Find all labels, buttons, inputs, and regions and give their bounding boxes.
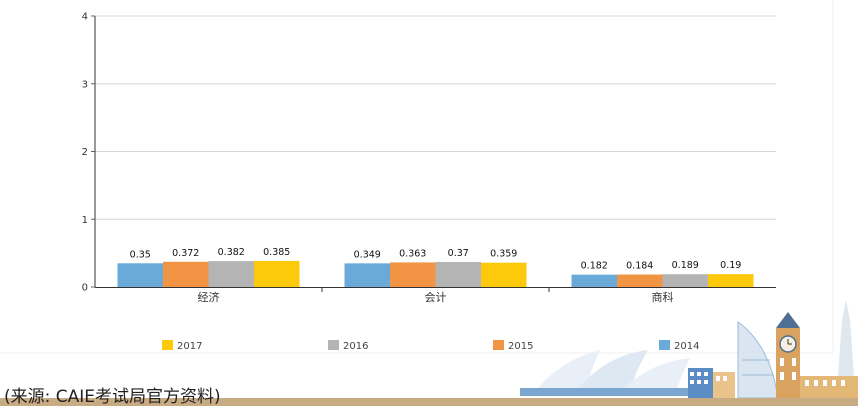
bar-2016[interactable] bbox=[662, 274, 709, 287]
bar-value-label: 0.372 bbox=[172, 248, 199, 259]
bar-2016[interactable] bbox=[208, 261, 255, 287]
bar-value-label: 0.184 bbox=[626, 261, 653, 272]
y-tick-label: 2 bbox=[82, 147, 88, 158]
legend-label[interactable]: 2014 bbox=[674, 341, 699, 352]
bar-2014[interactable] bbox=[571, 274, 618, 287]
opera-house-icon bbox=[535, 350, 600, 392]
y-tick-label: 1 bbox=[82, 215, 88, 226]
x-category-label: 会计 bbox=[425, 291, 447, 304]
legend-label[interactable]: 2016 bbox=[343, 341, 368, 352]
bar-value-label: 0.359 bbox=[490, 249, 517, 260]
bar-2014[interactable] bbox=[344, 263, 391, 287]
bar-value-label: 0.35 bbox=[130, 249, 151, 260]
grid-lines bbox=[95, 15, 776, 220]
x-category-label: 经济 bbox=[198, 290, 220, 304]
bar-value-label: 0.385 bbox=[263, 247, 290, 258]
bar-value-label: 0.189 bbox=[672, 260, 699, 271]
bar-2017[interactable] bbox=[708, 274, 754, 287]
y-axis: 0 1 2 3 4 bbox=[82, 12, 96, 294]
bar-2015[interactable] bbox=[163, 261, 209, 287]
bar-value-label: 0.37 bbox=[448, 248, 469, 259]
bar-series bbox=[117, 260, 754, 287]
legend-swatch[interactable] bbox=[659, 340, 670, 350]
legend-label[interactable]: 2017 bbox=[177, 341, 202, 352]
y-tick-label: 4 bbox=[82, 12, 88, 23]
bar-value-label: 0.363 bbox=[399, 248, 426, 259]
legend-swatch[interactable] bbox=[162, 340, 173, 350]
bar-value-label: 0.382 bbox=[218, 247, 245, 258]
bar-2017[interactable] bbox=[254, 260, 300, 287]
bar-2014[interactable] bbox=[117, 263, 164, 287]
bar-value-label: 0.19 bbox=[720, 260, 741, 271]
legend-swatch[interactable] bbox=[493, 340, 504, 350]
bar-2016[interactable] bbox=[435, 261, 482, 287]
y-tick-label: 0 bbox=[82, 283, 88, 294]
x-axis: 经济 会计 商科 bbox=[95, 287, 776, 304]
bar-2015[interactable] bbox=[390, 262, 436, 287]
bar-value-label: 0.182 bbox=[581, 261, 608, 272]
x-category-label: 商科 bbox=[652, 290, 674, 304]
y-tick-label: 3 bbox=[82, 79, 88, 90]
legend-swatch[interactable] bbox=[328, 340, 339, 350]
legend: 2017 2016 2015 2014 bbox=[162, 340, 699, 352]
statue-icon bbox=[838, 300, 854, 376]
bar-2017[interactable] bbox=[481, 262, 527, 287]
legend-label[interactable]: 2015 bbox=[508, 341, 533, 352]
data-labels: 0.35 0.372 0.382 0.385 0.349 0.363 0.37 0.359 0.… bbox=[130, 247, 742, 272]
bar-2015[interactable] bbox=[617, 274, 663, 287]
bar-value-label: 0.349 bbox=[354, 249, 381, 260]
source-caption: (来源: CAIE考试局官方资料) bbox=[4, 387, 221, 407]
